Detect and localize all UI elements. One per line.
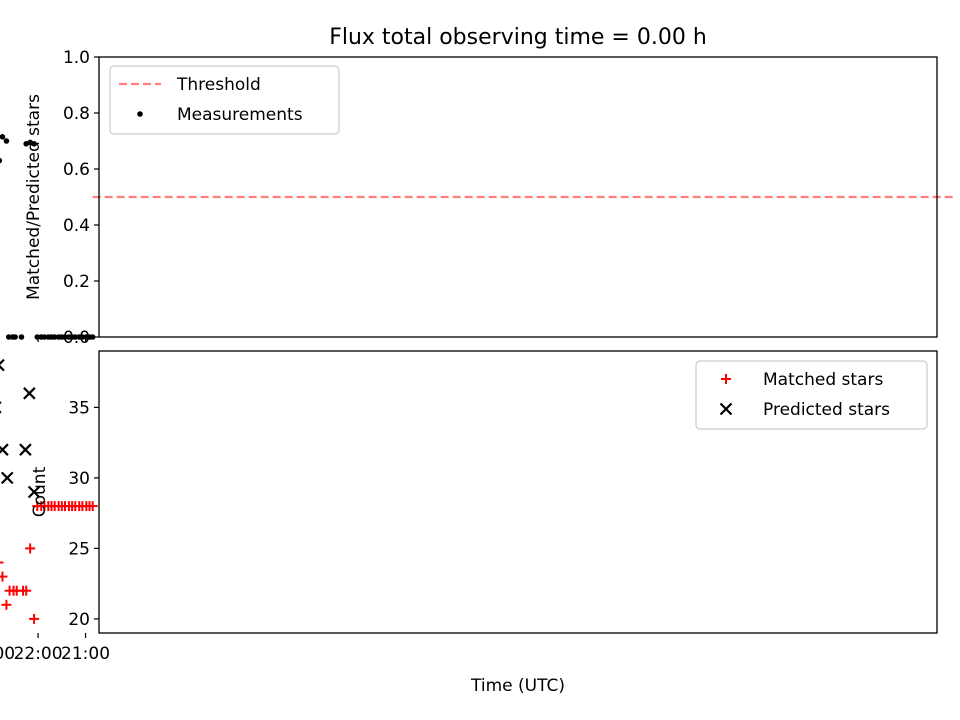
x-tick-label: 21:00 xyxy=(61,644,110,664)
series-measurements xyxy=(0,134,96,340)
data-point xyxy=(32,501,43,512)
legend: Matched stars Predicted stars xyxy=(695,360,928,430)
x-tick-label: 22:00 xyxy=(14,644,63,664)
bottom-panel: 2025303521:0022:0023:0000:0001:0002:00Co… xyxy=(0,350,938,696)
data-point xyxy=(55,334,62,340)
y-tick-label: 0.0 xyxy=(63,328,90,348)
series-matched-stars xyxy=(0,501,98,624)
y-tick-label: 0.2 xyxy=(63,272,90,292)
legend-dot-symbol xyxy=(137,111,143,117)
y-axis-label: Count xyxy=(30,466,50,517)
y-tick-label: 1.0 xyxy=(63,48,90,68)
y-tick-label: 30 xyxy=(68,469,90,489)
data-point xyxy=(66,334,72,340)
y-axis-label: Matched/Predicted stars xyxy=(24,94,44,300)
y-tick-label: 20 xyxy=(68,610,90,630)
data-point xyxy=(27,485,41,499)
legend-box xyxy=(695,360,928,430)
y-tick-label: 0.6 xyxy=(63,160,90,180)
x-axis-label: Time (UTC) xyxy=(470,676,565,696)
y-tick-label: 35 xyxy=(68,398,90,418)
legend-label: Threshold xyxy=(176,75,261,95)
data-point xyxy=(1,599,12,610)
axes-frame xyxy=(98,56,938,338)
top-panel: 0.0 0.2 0.4 0.6 0.8 1.0 Matched/Predicted star… xyxy=(0,48,956,348)
data-point xyxy=(0,157,3,164)
data-point xyxy=(38,334,45,340)
legend-label: Matched stars xyxy=(763,370,883,390)
data-point xyxy=(0,571,8,582)
data-point xyxy=(4,585,15,596)
y-tick-label: 25 xyxy=(68,539,90,559)
legend-box xyxy=(109,65,340,135)
data-point xyxy=(18,334,25,340)
data-point xyxy=(25,543,36,554)
legend-label: Predicted stars xyxy=(763,400,890,420)
data-point xyxy=(0,134,6,140)
legend-label: Measurements xyxy=(177,105,303,125)
series-predicted-stars xyxy=(0,358,41,499)
data-point xyxy=(0,401,2,414)
legend-x-symbol xyxy=(719,402,733,416)
chart-title: Flux total observing time = 0.00 h xyxy=(329,25,707,50)
data-point xyxy=(34,334,41,340)
data-point xyxy=(0,471,14,485)
data-point xyxy=(45,334,52,340)
y-tick-label: 0.8 xyxy=(63,104,90,124)
axes-frame xyxy=(98,350,938,634)
data-point xyxy=(0,561,4,564)
data-point xyxy=(23,141,29,147)
data-point xyxy=(19,443,32,456)
data-point xyxy=(3,138,10,144)
data-point xyxy=(23,387,36,400)
legend: Threshold Measurements xyxy=(109,65,340,135)
x-tick-label: 23:00 xyxy=(0,644,15,664)
data-point xyxy=(76,334,83,340)
data-point xyxy=(9,334,16,340)
legend-plus-symbol xyxy=(721,374,731,384)
y-tick-label: 0.4 xyxy=(63,216,90,236)
data-point xyxy=(83,334,90,340)
data-point xyxy=(0,443,9,456)
data-point xyxy=(5,334,12,340)
data-point xyxy=(0,358,5,372)
data-point xyxy=(29,613,40,624)
